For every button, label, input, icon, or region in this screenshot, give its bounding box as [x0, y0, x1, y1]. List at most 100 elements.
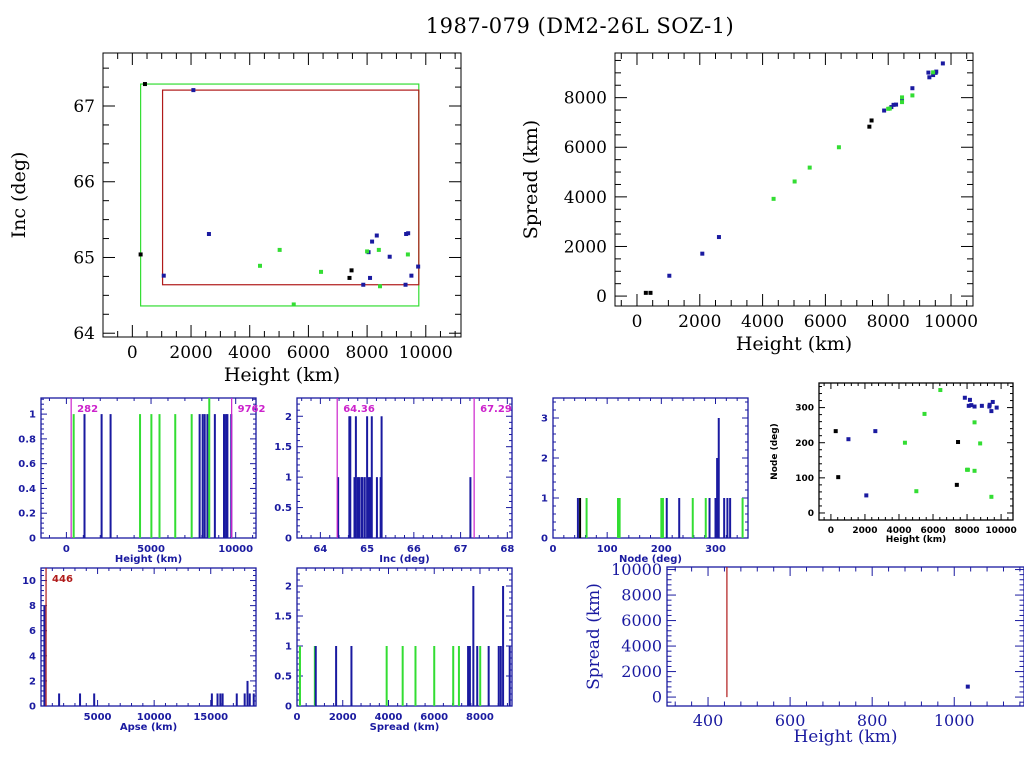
histogram-bar [198, 414, 201, 538]
data-point [978, 441, 983, 446]
histogram-bar [369, 477, 372, 538]
height-histogram-frame [40, 397, 257, 539]
data-point [934, 69, 939, 74]
y-tick-label: 2000 [621, 662, 662, 681]
data-point [142, 82, 147, 87]
marker-label: 64.36 [343, 404, 375, 415]
data-point [994, 405, 999, 410]
histogram-bar [457, 646, 460, 706]
histogram-bar [723, 498, 726, 538]
data-point [833, 429, 838, 434]
data-point [378, 284, 383, 289]
x-tick-label: 600 [775, 711, 806, 730]
data-point [900, 100, 905, 105]
data-point [716, 235, 721, 240]
histogram-bar [158, 414, 161, 538]
x-tick-label: 10000 [137, 712, 172, 723]
data-point [138, 252, 143, 257]
data-point [926, 70, 931, 75]
histogram-bar [361, 477, 364, 538]
node-vs-height-frame [818, 382, 1014, 521]
data-point [891, 102, 896, 107]
x-axis-label: Height (km) [793, 727, 897, 747]
histogram-bar [248, 693, 251, 706]
histogram-bar [467, 646, 470, 706]
x-axis-label: Height (km) [736, 333, 852, 355]
x-tick-label: 300 [705, 544, 726, 555]
histogram-bar [617, 498, 619, 538]
histogram-bar [83, 414, 86, 538]
x-tick-label: 2000 [678, 312, 721, 332]
histogram-bar [225, 414, 228, 538]
histogram-bar [100, 414, 103, 538]
x-tick-label: 0 [294, 712, 301, 723]
data-point [990, 399, 995, 404]
x-tick-label: 6000 [920, 526, 945, 536]
data-point [257, 263, 262, 268]
y-tick-label: 2 [29, 676, 36, 687]
histogram-bar [93, 693, 96, 706]
data-point [882, 108, 887, 113]
histogram-bar [487, 646, 490, 706]
histogram-bar [72, 414, 75, 538]
histogram-bar [678, 498, 681, 538]
histogram-bar [385, 646, 388, 706]
x-tick-label: 64 [313, 544, 327, 555]
x-tick-label: 4000 [375, 712, 403, 723]
data-point [191, 88, 196, 93]
histogram-bar [717, 418, 720, 538]
histogram-bar [243, 693, 246, 706]
histogram-bar [223, 414, 226, 538]
histogram-bar [726, 498, 729, 538]
histogram-bar [469, 477, 472, 538]
data-point [867, 124, 872, 129]
histogram-bar [337, 477, 340, 538]
x-tick-label: 5000 [137, 544, 165, 555]
inc-histogram-marks [337, 416, 472, 538]
data-point [900, 95, 905, 100]
data-point [387, 254, 392, 259]
spread-histogram-frame [296, 567, 513, 707]
apse-histogram-frame [40, 567, 257, 707]
histogram-bar [661, 498, 664, 538]
data-point [954, 482, 959, 487]
data-point [700, 251, 705, 256]
data-point [969, 403, 974, 408]
data-point [403, 282, 408, 287]
histogram-bar [201, 414, 204, 538]
x-tick-label: 2000 [329, 712, 357, 723]
y-tick-label: 0 [285, 702, 292, 713]
y-tick-label: 0 [808, 509, 814, 519]
y-tick-label: 0.2 [18, 509, 36, 520]
data-point [989, 409, 994, 414]
histogram-bar [221, 693, 224, 706]
node-vs-height: 0 2000 4000 6000 8000 10000 0 100 200 300 Height (… [770, 382, 1017, 545]
histogram-bar [433, 646, 436, 706]
apse-histogram-marks [43, 605, 255, 706]
histogram-bar [109, 414, 112, 538]
histogram-bar [370, 416, 373, 538]
x-axis-label: Height (km) [115, 554, 182, 565]
x-axis-label: Apse (km) [120, 722, 177, 733]
histogram-bar [139, 414, 142, 538]
histogram-bar [708, 498, 711, 538]
data-point [291, 302, 296, 307]
data-point [406, 231, 411, 236]
inc-vs-height: 0 2000 4000 6000 8000 10000 64 65 66 67 Height (km… [8, 52, 462, 386]
y-tick-label: 4000 [621, 637, 662, 656]
data-point [910, 86, 915, 91]
data-point [902, 440, 907, 445]
histogram-bar [150, 414, 153, 538]
x-tick-label: 68 [500, 544, 514, 555]
x-tick-label: 10000 [218, 544, 253, 555]
histogram-bar [414, 646, 417, 706]
y-tick-label: 0.8 [18, 434, 36, 445]
histogram-bar [235, 693, 238, 706]
spread-vs-height-marks [643, 61, 945, 295]
data-point [349, 268, 354, 273]
histogram-bar [375, 477, 378, 538]
y-tick-label: 1 [29, 410, 36, 421]
histogram-bar [190, 414, 193, 538]
spread-vs-height-zoom-marks [965, 684, 970, 689]
data-point [370, 239, 375, 244]
